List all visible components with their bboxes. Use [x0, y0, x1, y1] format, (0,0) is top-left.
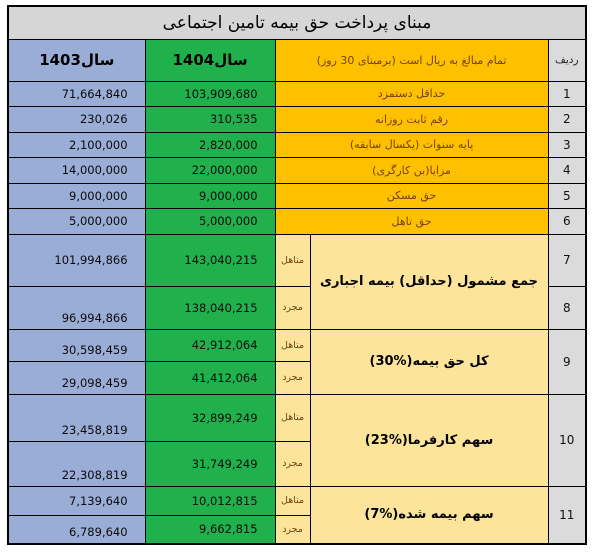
table-row: 6 حق تاهل 5,000,000 5,000,000	[7, 207, 587, 235]
marital-status-cell: مجرد	[274, 514, 311, 545]
value-1404: 103,909,680	[144, 80, 276, 107]
group-label-cell: کل حق بیمه(%30)	[309, 328, 549, 395]
marital-status-cell: متاهل	[274, 485, 311, 516]
row-number-cell: 4	[547, 156, 587, 184]
value-1404: 31,749,249	[144, 440, 276, 487]
marital-status-cell: مجرد	[274, 440, 311, 487]
row-number-cell: 9	[547, 328, 587, 395]
marital-status-cell: مجرد	[274, 360, 311, 395]
description-cell: حق مسکن	[274, 182, 549, 209]
marital-status-cell: متاهل	[274, 233, 311, 287]
row-number-cell: 5	[547, 182, 587, 209]
table-row: 7 جمع مشمول (حداقل) بیمه اجباری متاهل 14…	[7, 233, 587, 330]
row-number-cell: 2	[547, 105, 587, 133]
value-1403: 23,458,819	[7, 393, 146, 442]
row-number-cell: 3	[547, 131, 587, 158]
value-1403: 29,098,459	[7, 360, 146, 395]
value-1404: 22,000,000	[144, 156, 276, 184]
value-1403: 7,139,640	[7, 485, 146, 516]
table-title: مبنای پرداخت حق بیمه تامین اجتماعی	[7, 5, 587, 40]
group-label-cell: سهم کارفرما(%23)	[309, 393, 549, 487]
table-row: مجرد 9,662,815 6,789,640	[7, 514, 586, 545]
insurance-premium-table: مبنای پرداخت حق بیمه تامین اجتماعی ردیف …	[7, 5, 588, 545]
table-row: 9 کل حق بیمه(%30) متاهل 42,912,064 30,59…	[7, 328, 587, 395]
row-number-cell: 1	[547, 80, 587, 107]
value-1404: 10,012,815	[144, 485, 276, 516]
table-row: 10 سهم کارفرما(%23) متاهل 32,899,249 23,…	[7, 393, 587, 487]
description-cell: حق تاهل	[274, 207, 549, 235]
value-1404: 41,412,064	[144, 360, 276, 395]
table-row: مجرد 31,749,249 22,308,819	[7, 440, 586, 487]
row-number-cell: 7	[547, 233, 587, 287]
table-row: 8 مجرد 138,040,215 96,994,866	[7, 285, 587, 330]
value-1404: 32,899,249	[144, 393, 276, 442]
value-1403: 30,598,459	[7, 328, 146, 362]
value-1404: 310,535	[144, 105, 276, 133]
value-1403: 22,308,819	[7, 440, 146, 487]
value-1403: 9,000,000	[7, 182, 146, 209]
value-1404: 5,000,000	[144, 207, 276, 235]
header-row-number: ردیف	[547, 38, 587, 82]
marital-status-cell: مجرد	[274, 285, 311, 330]
description-cell: مزایا(بن کارگری)	[274, 156, 549, 184]
group-label-cell: جمع مشمول (حداقل) بیمه اجباری	[309, 233, 549, 330]
value-1403: 230,026	[7, 105, 146, 133]
table-row: 3 پایه سنوات (یکسال سابقه) 2,820,000 2,1…	[7, 131, 587, 158]
value-1404: 2,820,000	[144, 131, 276, 158]
group-label-cell: سهم بیمه شده(%7)	[309, 485, 549, 545]
header-year-1403: سال1403	[7, 38, 146, 82]
value-1403: 101,994,866	[7, 233, 146, 287]
marital-status-cell: متاهل	[274, 393, 311, 442]
row-number-cell: 10	[547, 393, 587, 487]
value-1403: 6,789,640	[7, 514, 146, 545]
value-1403: 71,664,840	[7, 80, 146, 107]
value-1403: 2,100,000	[7, 131, 146, 158]
description-cell: رقم ثابت روزانه	[274, 105, 549, 133]
table-row: 4 مزایا(بن کارگری) 22,000,000 14,000,000	[7, 156, 587, 184]
header-year-1404: سال1404	[144, 38, 276, 82]
description-cell: پایه سنوات (یکسال سابقه)	[274, 131, 549, 158]
table-row: 11 سهم بیمه شده(%7) متاهل 10,012,815 7,1…	[7, 485, 587, 545]
row-number-cell: 11	[547, 485, 587, 545]
marital-status-cell: متاهل	[274, 328, 311, 362]
table-row: 1 حداقل دستمزد 103,909,680 71,664,840	[7, 80, 587, 107]
value-1404: 9,662,815	[144, 514, 276, 545]
table-row: 2 رقم ثابت روزانه 310,535 230,026	[7, 105, 587, 133]
value-1403: 14,000,000	[7, 156, 146, 184]
header-description: تمام مبالغ به ریال است (برمبنای 30 روز)	[274, 38, 549, 82]
value-1403: 5,000,000	[7, 207, 146, 235]
description-cell: حداقل دستمزد	[274, 80, 549, 107]
row-number-cell: 6	[547, 207, 587, 235]
value-1404: 138,040,215	[144, 285, 276, 330]
table-row: 5 حق مسکن 9,000,000 9,000,000	[7, 182, 587, 209]
row-number-cell: 8	[547, 285, 587, 330]
value-1404: 42,912,064	[144, 328, 276, 362]
value-1403: 96,994,866	[7, 285, 146, 330]
value-1404: 143,040,215	[144, 233, 276, 287]
value-1404: 9,000,000	[144, 182, 276, 209]
